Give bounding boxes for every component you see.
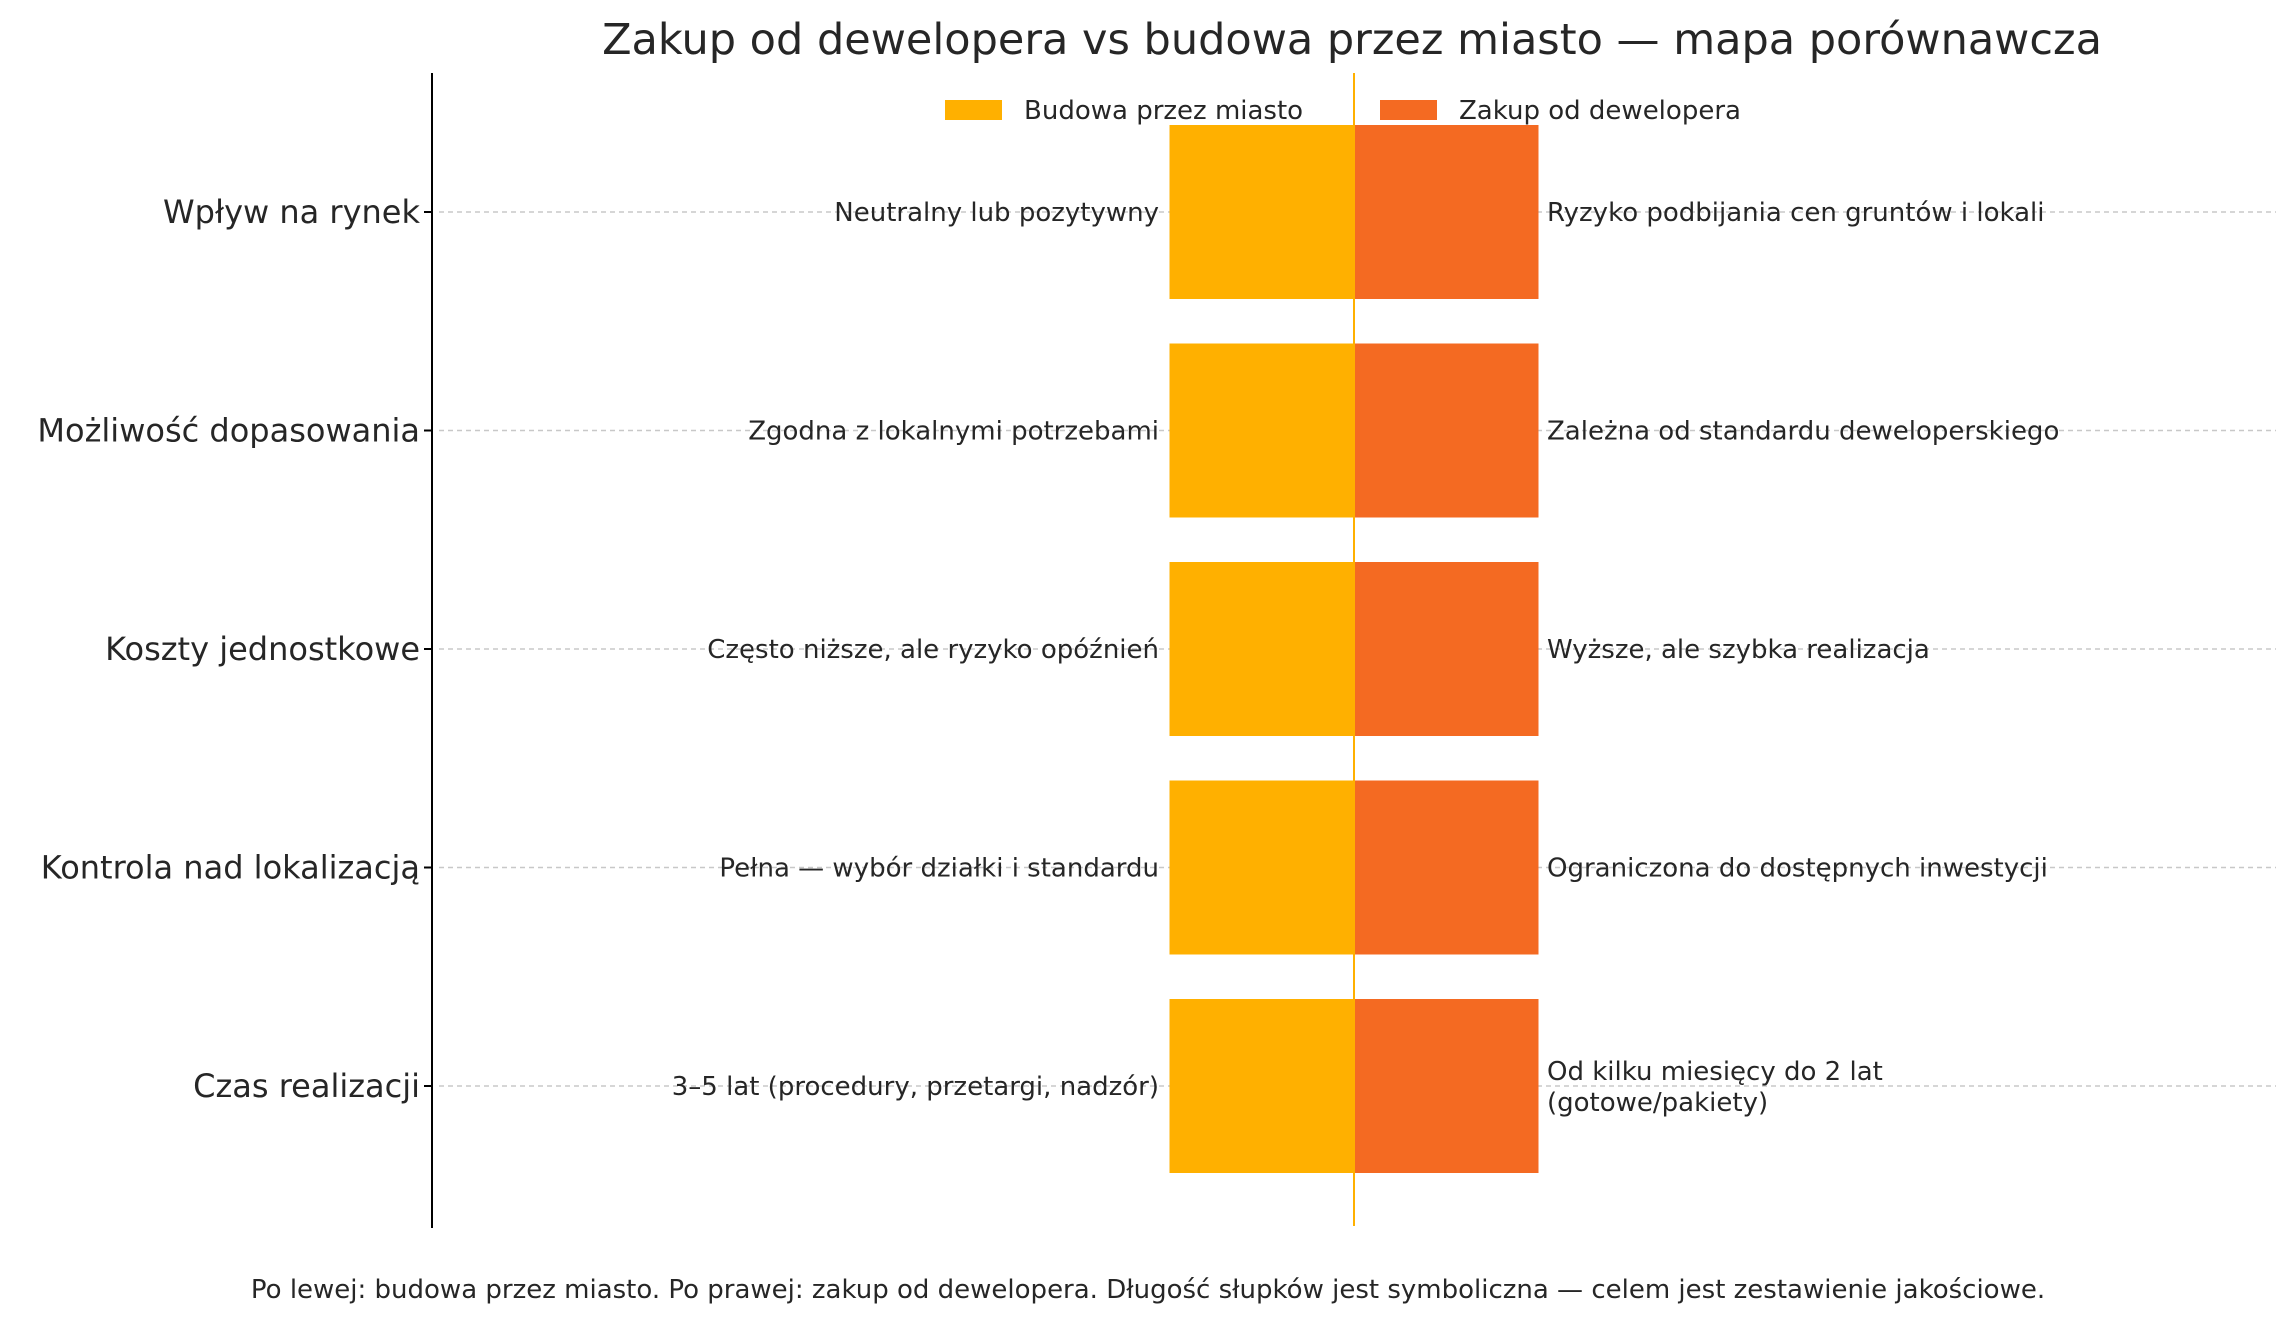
category-label: Wpływ na rynek	[163, 193, 420, 231]
value-label-zakup: Ograniczona do dostępnych inwestycji	[1547, 854, 2048, 884]
category-label: Możliwość dopasowania	[37, 412, 420, 450]
value-label-budowa: Zgodna z lokalnymi potrzebami	[748, 417, 1159, 447]
value-label-zakup: Ryzyko podbijania cen gruntów i lokali	[1547, 198, 2044, 228]
legend-label-zakup: Zakup od dewelopera	[1459, 96, 1741, 126]
value-label-budowa: Pełna — wybór działki i standardu	[719, 854, 1159, 884]
value-label-zakup: Od kilku miesięcy do 2 lat (gotowe/pakiet…	[1547, 1057, 1883, 1118]
bar-budowa	[1169, 343, 1354, 518]
bar-budowa	[1169, 562, 1354, 736]
bar-budowa	[1169, 780, 1354, 955]
bar-zakup	[1354, 562, 1539, 736]
bar-budowa	[1169, 125, 1354, 299]
category-label: Kontrola nad lokalizacją	[41, 849, 420, 887]
legend-swatch-zakup	[1380, 100, 1437, 120]
value-label-budowa: Neutralny lub pozytywny	[834, 198, 1159, 228]
chart-title: Zakup od dewelopera vs budowa przez mias…	[602, 15, 2102, 65]
footnote: Po lewej: budowa przez miasto. Po prawej…	[251, 1275, 2045, 1305]
value-label-zakup: Wyższe, ale szybka realizacja	[1547, 635, 1930, 665]
category-label: Czas realizacji	[193, 1067, 420, 1105]
category-label: Koszty jednostkowe	[105, 630, 420, 668]
legend-label-budowa: Budowa przez miasto	[1024, 96, 1303, 126]
legend: Budowa przez miasto Zakup od dewelopera	[945, 96, 1741, 126]
value-label-budowa: Często niższe, ale ryzyko opóźnień	[707, 635, 1159, 665]
value-label-zakup: Zależna od standardu deweloperskiego	[1547, 417, 2059, 447]
bar-budowa	[1169, 999, 1354, 1173]
bar-zakup	[1354, 125, 1539, 299]
bar-zakup	[1354, 780, 1539, 955]
legend-swatch-budowa	[945, 100, 1002, 120]
bar-zakup	[1354, 343, 1539, 518]
value-label-budowa: 3–5 lat (procedury, przetargi, nadzór)	[672, 1072, 1159, 1102]
bar-zakup	[1354, 999, 1539, 1173]
